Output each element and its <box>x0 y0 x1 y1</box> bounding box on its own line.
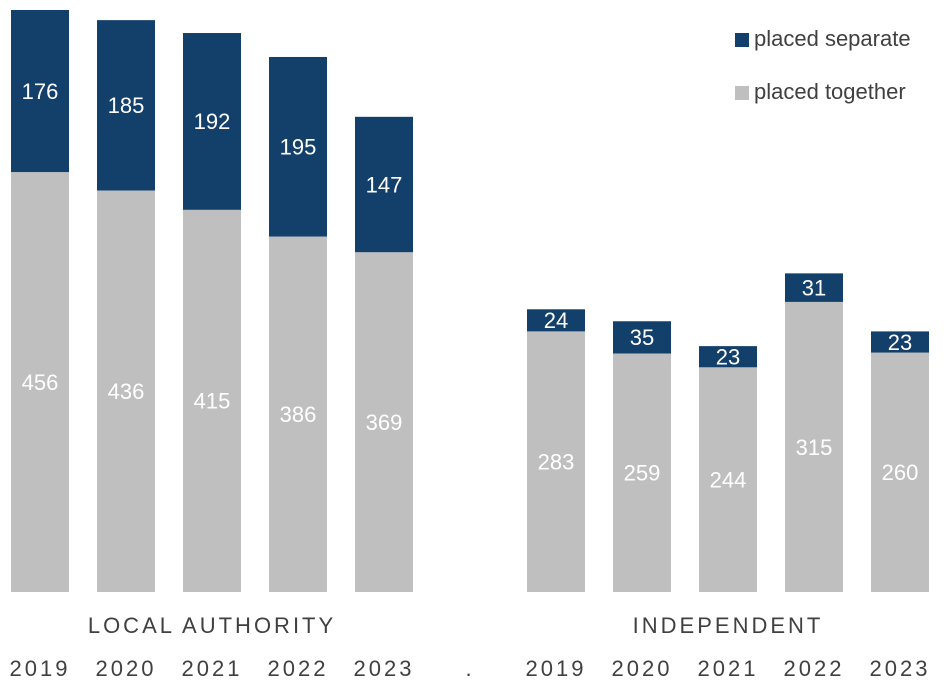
x-tick-label: 2021 <box>182 656 243 681</box>
value-label: 415 <box>194 389 231 414</box>
value-label: 369 <box>366 410 403 435</box>
group-label: LOCAL AUTHORITY <box>88 613 336 638</box>
value-label: 147 <box>366 172 403 197</box>
x-tick-label: . <box>465 656 474 681</box>
x-tick-label: 2019 <box>10 656 71 681</box>
legend-label: placed separate <box>754 26 911 51</box>
bar-segment <box>699 367 757 592</box>
value-label: 23 <box>888 330 912 355</box>
x-tick-label: 2020 <box>612 656 673 681</box>
value-label: 31 <box>802 275 826 300</box>
x-tick-label: 2019 <box>526 656 587 681</box>
value-label: 315 <box>796 435 833 460</box>
value-label: 244 <box>710 467 747 492</box>
bar-segment <box>871 352 929 592</box>
value-label: 176 <box>22 79 59 104</box>
x-tick-label: 2020 <box>96 656 157 681</box>
value-label: 260 <box>882 460 919 485</box>
bar-segment <box>11 10 69 173</box>
value-label: 283 <box>538 450 575 475</box>
x-tick-label: 2023 <box>354 656 415 681</box>
bar-segment <box>269 236 327 593</box>
bar-segment <box>97 190 155 593</box>
bar-segment <box>183 209 241 592</box>
x-tick-label: 2022 <box>784 656 845 681</box>
value-label: 456 <box>22 370 59 395</box>
bar-segment <box>11 172 69 593</box>
legend-swatch <box>735 33 749 47</box>
value-label: 23 <box>716 345 740 370</box>
x-tick-label: 2023 <box>870 656 931 681</box>
bar-segment <box>355 116 413 253</box>
bar-segment <box>613 353 671 592</box>
legend-swatch <box>735 86 749 100</box>
bar-segment <box>527 331 585 592</box>
value-label: 386 <box>280 402 317 427</box>
value-label: 24 <box>544 308 568 333</box>
bar-segment <box>183 33 241 210</box>
legend-label: placed together <box>754 79 906 104</box>
bar-segment <box>699 346 757 368</box>
value-label: 35 <box>630 325 654 350</box>
bar-segment <box>97 20 155 191</box>
value-label: 195 <box>280 135 317 160</box>
bar-segment <box>785 301 843 592</box>
bar-segment <box>527 309 585 332</box>
value-label: 259 <box>624 461 661 486</box>
x-tick-label: 2021 <box>698 656 759 681</box>
x-tick-label: 2022 <box>268 656 329 681</box>
bar-segment <box>785 273 843 302</box>
value-label: 185 <box>108 93 145 118</box>
value-label: 192 <box>194 109 231 134</box>
group-label: INDEPENDENT <box>633 613 824 638</box>
bar-segment <box>355 252 413 592</box>
bar-segment <box>871 331 929 353</box>
bar-segment <box>613 321 671 354</box>
value-label: 436 <box>108 379 145 404</box>
bar-segment <box>269 56 327 237</box>
